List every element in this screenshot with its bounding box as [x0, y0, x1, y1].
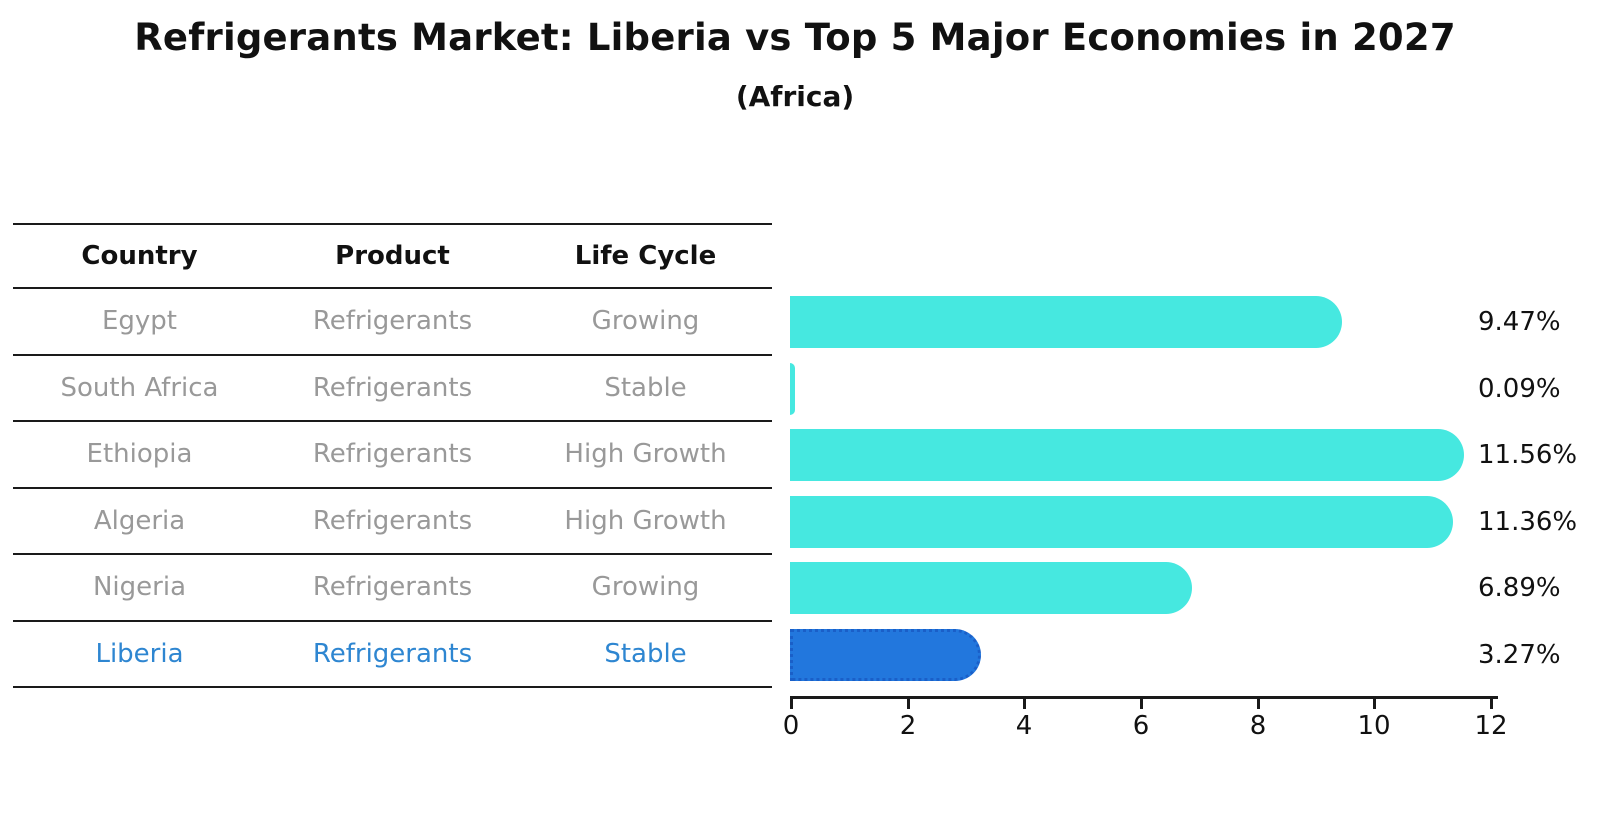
- bar-egypt: [790, 296, 1342, 348]
- country-table: Country Product Life Cycle Egypt Refrige…: [13, 223, 1604, 688]
- country-cell: South Africa: [60, 372, 219, 403]
- table-row-nigeria: Nigeria Refrigerants Growing 6.89%: [13, 555, 1604, 622]
- country-cell: Nigeria: [92, 572, 187, 603]
- life-cycle-cell: Stable: [604, 638, 687, 669]
- product-cell: Refrigerants: [312, 638, 473, 669]
- value-label: 9.47%: [1478, 307, 1561, 337]
- value-label: 3.27%: [1478, 639, 1561, 670]
- country-cell: Liberia: [95, 638, 184, 669]
- bar-algeria: [790, 495, 1453, 548]
- product-cell: Refrigerants: [312, 372, 473, 403]
- table-row-liberia: Liberia Refrigerants Stable 3.27%: [13, 622, 1604, 688]
- life-cycle-cell: High Growth: [564, 505, 727, 536]
- x-tick-label: 2: [899, 711, 917, 741]
- country-cell: Algeria: [93, 505, 186, 536]
- x-axis-tick: [1023, 696, 1026, 709]
- value-label: 0.09%: [1478, 373, 1561, 404]
- country-cell: Ethiopia: [86, 439, 193, 470]
- life-cycle-cell: Growing: [591, 572, 700, 603]
- x-tick-label: 6: [1132, 711, 1150, 741]
- bar-nigeria: [790, 562, 1192, 614]
- column-header-product: Product: [335, 241, 450, 271]
- x-axis-tick: [1490, 696, 1493, 709]
- table-row-ethiopia: Ethiopia Refrigerants High Growth 11.56%: [13, 422, 1604, 489]
- product-cell: Refrigerants: [312, 439, 473, 470]
- x-tick-label: 4: [1015, 711, 1033, 741]
- x-tick-label: 0: [782, 711, 800, 741]
- x-axis-tick: [1140, 696, 1143, 709]
- table-row-algeria: Algeria Refrigerants High Growth 11.36%: [13, 489, 1604, 555]
- value-label: 11.56%: [1478, 440, 1578, 470]
- x-tick-label: 8: [1249, 711, 1267, 741]
- country-cell: Egypt: [101, 306, 178, 337]
- column-header-country: Country: [81, 241, 198, 271]
- life-cycle-cell: Growing: [591, 306, 700, 337]
- chart-subtitle: (Africa): [735, 80, 855, 113]
- chart-title: Refrigerants Market: Liberia vs Top 5 Ma…: [134, 16, 1456, 59]
- x-axis-tick: [1257, 696, 1260, 709]
- x-tick-label: 12: [1474, 711, 1508, 741]
- column-header-life-cycle: Life Cycle: [574, 241, 717, 271]
- product-cell: Refrigerants: [312, 505, 473, 536]
- value-label: 11.36%: [1478, 506, 1578, 537]
- life-cycle-cell: Stable: [604, 372, 687, 403]
- x-axis-tick: [790, 696, 793, 709]
- bar-liberia: [790, 628, 981, 681]
- table-row-egypt: Egypt Refrigerants Growing 9.47%: [13, 289, 1604, 356]
- bar-ethiopia: [790, 429, 1464, 481]
- product-cell: Refrigerants: [312, 572, 473, 603]
- x-tick-label: 10: [1357, 711, 1391, 741]
- bar-south-africa: [790, 362, 795, 415]
- x-axis-tick: [1373, 696, 1376, 709]
- value-label: 6.89%: [1478, 573, 1561, 603]
- x-axis-line: [790, 696, 1498, 699]
- x-axis-tick: [907, 696, 910, 709]
- table-header-row: Country Product Life Cycle: [13, 223, 1604, 289]
- table-row-south-africa: South Africa Refrigerants Stable 0.09%: [13, 356, 1604, 422]
- product-cell: Refrigerants: [312, 306, 473, 337]
- life-cycle-cell: High Growth: [564, 439, 727, 470]
